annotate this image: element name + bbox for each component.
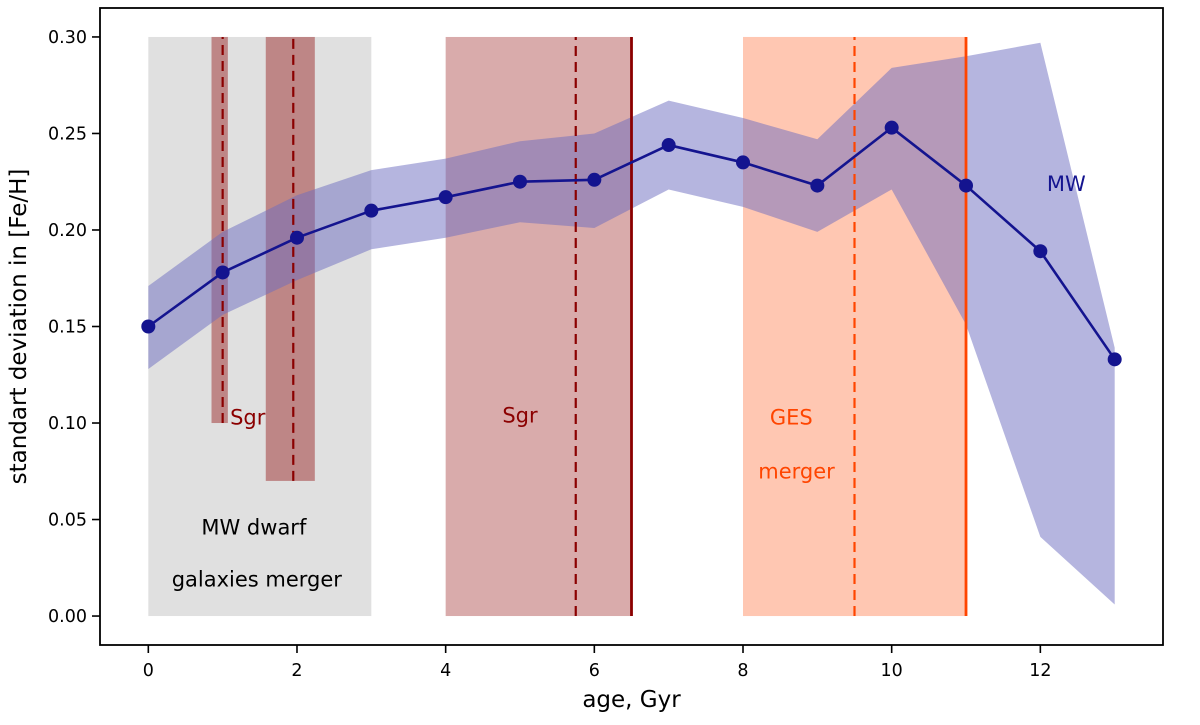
x-tick-label: 2 bbox=[291, 661, 302, 681]
data-point bbox=[1033, 244, 1048, 259]
x-axis-label: age, Gyr bbox=[582, 687, 681, 713]
annotation-merger: merger bbox=[758, 460, 835, 484]
x-tick-label: 6 bbox=[589, 661, 600, 681]
x-tick-label: 4 bbox=[440, 661, 451, 681]
data-point bbox=[587, 172, 602, 187]
y-tick-label: 0.20 bbox=[48, 221, 87, 241]
x-tick-label: 0 bbox=[143, 661, 154, 681]
x-tick-label: 10 bbox=[881, 661, 903, 681]
y-tick-label: 0.00 bbox=[48, 607, 87, 627]
annotation-mw-dwarf: MW dwarf bbox=[201, 516, 307, 540]
data-point bbox=[661, 138, 676, 153]
x-tick-label: 8 bbox=[737, 661, 748, 681]
y-axis-label: standart deviation in [Fe/H] bbox=[6, 169, 32, 485]
uncertainty-band bbox=[148, 42, 1115, 605]
data-point bbox=[215, 265, 230, 280]
data-point bbox=[364, 203, 379, 218]
annotation-ges: GES bbox=[770, 406, 813, 430]
annotation-sgr: Sgr bbox=[502, 404, 538, 428]
data-point bbox=[289, 230, 304, 245]
band-polygon bbox=[148, 42, 1115, 605]
annotation-mw: MW bbox=[1047, 172, 1086, 196]
y-tick-label: 0.30 bbox=[48, 28, 87, 48]
data-point bbox=[438, 190, 453, 205]
y-tick-label: 0.05 bbox=[48, 511, 87, 531]
axes: 0 2 4 6 8 10 12 0.00 0.05 0.10 0.15 0.20 0.25 0.30 age… bbox=[6, 7, 1164, 713]
y-tick-label: 0.15 bbox=[48, 318, 87, 338]
data-point bbox=[141, 319, 156, 334]
data-point bbox=[810, 178, 825, 193]
x-tick-label: 12 bbox=[1029, 661, 1051, 681]
event-lines bbox=[221, 36, 968, 617]
region-3 bbox=[445, 36, 632, 617]
data-line-group bbox=[147, 126, 1116, 361]
data-markers bbox=[141, 120, 1122, 367]
annotation-galaxies-merger: galaxies merger bbox=[172, 568, 343, 592]
region-1 bbox=[211, 36, 228, 424]
data-point bbox=[736, 155, 751, 170]
y-tick-label: 0.25 bbox=[48, 124, 87, 144]
data-point bbox=[512, 174, 527, 189]
data-point bbox=[1107, 352, 1122, 367]
data-point bbox=[959, 178, 974, 193]
y-tick-label: 0.10 bbox=[48, 414, 87, 434]
line-MW bbox=[147, 126, 1116, 361]
annotation-sgr: Sgr bbox=[230, 406, 266, 430]
data-point bbox=[884, 120, 899, 135]
annotations: Sgr Sgr GES merger MW MW dwarf galaxies merger bbox=[172, 172, 1086, 592]
